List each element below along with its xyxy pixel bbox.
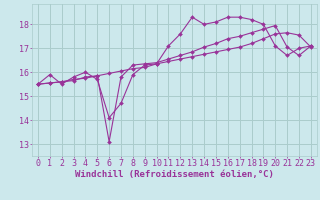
X-axis label: Windchill (Refroidissement éolien,°C): Windchill (Refroidissement éolien,°C) bbox=[75, 170, 274, 179]
